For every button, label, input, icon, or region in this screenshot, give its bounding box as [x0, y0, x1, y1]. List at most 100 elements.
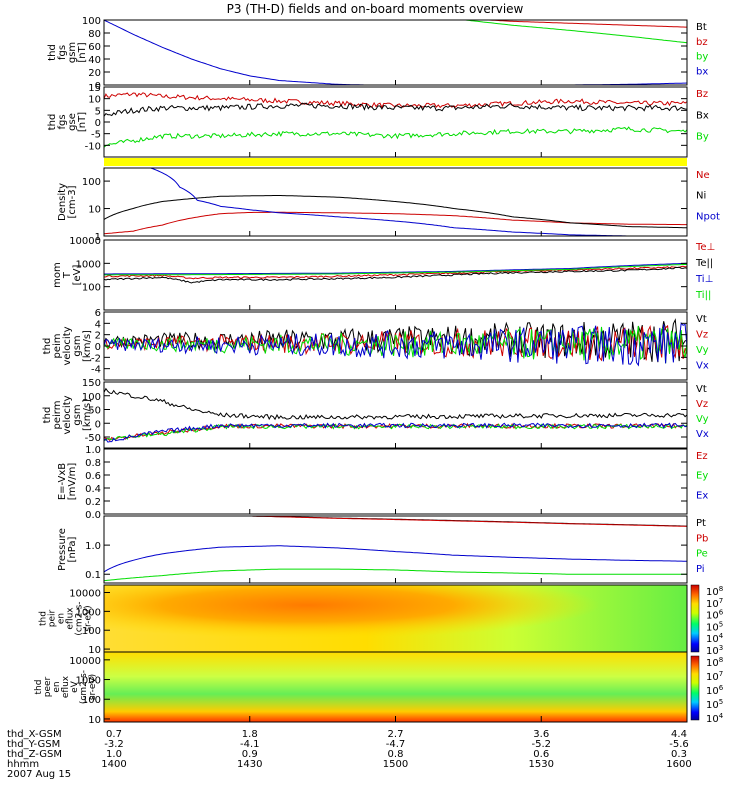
ytick-label-fgs-bt-1: 80	[88, 29, 101, 40]
ephem-value-0-2: 2.7	[388, 729, 404, 740]
ytick-label-esa-vel-1: 100	[82, 392, 101, 403]
ytick-label-fgs-bxyz-2: 5	[95, 106, 101, 117]
ytick-label-mom-temp-2: 100	[82, 283, 101, 294]
spec-ylabel-peer-3: eflux	[61, 675, 71, 698]
spec-ytick-label-peer-3: 10	[88, 715, 101, 726]
ytick-label-fgs-bxyz-3: 0	[95, 118, 101, 129]
spec-ytick-label-peir-3: 10	[88, 645, 101, 656]
legend-mom-temp-Ti||: Ti||	[695, 290, 711, 301]
panel-mom-temp: Te⊥ Te|| Ti⊥ Ti|| 10000 1000 100 mom T [eV]	[52, 236, 715, 311]
series-mom-temp-Te||	[103, 266, 688, 284]
ylabel-mom-temp-0: mom	[52, 262, 63, 288]
ytick-label-density-0: 100	[82, 177, 101, 188]
ytick-label-efield-5: 0.0	[85, 510, 101, 521]
legend-eesa-vel-Vx: Vx	[696, 361, 709, 372]
legend-esa-vel-Vt: Vt	[696, 384, 707, 395]
ylabel-esa-vel-1: peirm	[52, 401, 63, 430]
series-mom-temp-Ti||	[104, 263, 688, 276]
series-pressure-Pe	[103, 568, 687, 582]
panel-efield: Ez Ey Ex 1.0 0.8 0.6 0.4 0.2 0.0 E=-VxB [mV/m]	[57, 445, 708, 521]
cbar-tick-peer-4: 104	[706, 712, 724, 725]
spec-ylabel-peer-5: (cm2-s-	[79, 670, 89, 704]
series-pressure-Pi	[103, 545, 687, 573]
spec-ylabel-peir-3: eflux	[66, 607, 76, 630]
ylabel-pressure-1: [nPa]	[67, 536, 78, 562]
series-eesa-vel-Vx	[103, 322, 688, 367]
ephem-value-2-3: 0.6	[533, 749, 549, 760]
legend-pressure-Pi: Pi	[696, 564, 705, 575]
spec-ylabel-peir-2: en	[57, 613, 67, 624]
ephem-label-1: thd_Y-GSM	[7, 739, 60, 750]
cbar-tick-peir-0: 108	[706, 585, 723, 598]
legend-mom-temp-Te||: Te||	[695, 258, 713, 269]
ylabel-eesa-vel-2: velocity	[62, 326, 73, 365]
cbar-tick-peir-5: 103	[706, 644, 723, 657]
ylabel-fgs-bt-3: [nT]	[77, 42, 88, 62]
ytick-label-eesa-vel-5: -4	[91, 365, 101, 376]
ephem-label-2: thd_Z-GSM	[7, 749, 62, 760]
spectrogram-peir	[103, 584, 688, 653]
ytick-label-mom-temp-1: 1000	[76, 259, 101, 270]
legend-eesa-vel-Vy: Vy	[696, 345, 709, 356]
figure-title: P3 (TH-D) fields and on-board moments ov…	[227, 2, 524, 16]
legend-pressure-Pb: Pb	[696, 533, 708, 544]
ephemeris-table: thd_X-GSM thd_Y-GSM thd_Z-GSM hhmm 2007 …	[7, 729, 692, 780]
legend-fgs-bt-bz: bz	[696, 37, 708, 48]
ytick-label-fgs-bxyz-0: 15	[88, 83, 101, 94]
cbar-tick-peir-4: 104	[706, 632, 724, 645]
ylabel-efield-0: E=-VxB	[57, 463, 68, 500]
ylabel-eesa-vel-0: thd	[42, 338, 53, 355]
ytick-label-esa-vel-2: 50	[88, 406, 101, 417]
spec-ylabel-peer-4: eV	[70, 680, 80, 693]
ytick-label-eesa-vel-2: 2	[95, 331, 101, 342]
series-fgs-bxyz-Bx	[103, 102, 688, 117]
spec-ylabel-peir-1: peir	[48, 609, 58, 627]
legend-fgs-bxyz-Bx: Bx	[696, 110, 709, 121]
ylabel-esa-vel-0: thd	[42, 407, 53, 424]
ytick-label-efield-4: 0.2	[85, 497, 101, 508]
spec-ylabel-peir-0: thd	[39, 611, 49, 626]
panel-fgs-bt: Bt bz by bx 100 80 60 40 20 0 thd fgs gsm [nT]	[47, 16, 708, 92]
series-density-Npot	[150, 167, 687, 237]
series-esa-vel-Vx	[103, 422, 688, 443]
legend-efield-Ex: Ex	[696, 490, 708, 501]
ylabel-fgs-bt-1: fgs	[57, 45, 68, 60]
cbar-tick-peer-0: 108	[706, 656, 723, 669]
spec-ylabel-peer-1: peer	[43, 676, 53, 697]
ytick-label-eesa-vel-0: 6	[95, 308, 101, 319]
spectrogram-peer	[103, 651, 688, 723]
legend-pressure-Pe: Pe	[696, 549, 708, 560]
ytick-label-efield-0: 1.0	[85, 445, 101, 456]
spec-ytick-label-peer-0: 10000	[69, 656, 101, 667]
ytick-label-efield-2: 0.6	[85, 471, 101, 482]
legend-density-Ni: Ni	[696, 191, 706, 202]
ylabel-eesa-vel-3: gsm	[72, 335, 83, 356]
ylabel-fgs-bxyz-0: thd	[47, 114, 58, 131]
ephem-value-1-2: -4.7	[386, 739, 406, 750]
ylabel-fgs-bxyz-3: [nT]	[77, 112, 88, 132]
cbar-tick-peir-3: 105	[706, 620, 723, 633]
ephem-value-1-0: -3.2	[104, 739, 124, 750]
series-fgs-bt-by	[442, 19, 688, 44]
ephem-value-3-0: 1400	[101, 759, 126, 770]
colorbar-peer	[690, 655, 700, 721]
series-fgs-bxyz-By	[103, 126, 688, 148]
ylabel-mom-temp-2: [eV]	[72, 265, 83, 286]
spec-ylabel-peir-5: sr-eV)	[84, 605, 94, 631]
panel-density: Ne Ni Npot 100 10 1 Density [cm-3]	[57, 167, 720, 243]
ephem-value-1-3: -5.2	[531, 739, 551, 750]
spec-ytick-label-peer-2: 100	[82, 695, 101, 706]
ytick-label-mom-temp-0: 10000	[69, 236, 101, 247]
ytick-label-pressure-1: 0.1	[85, 570, 101, 581]
spec-ytick-label-peir-2: 100	[82, 626, 101, 637]
panel-pressure: Pt Pb Pe Pi 1.0 0.1 Pressure [nPa]	[57, 515, 708, 584]
ephem-value-0-1: 1.8	[242, 729, 258, 740]
ytick-label-fgs-bt-3: 40	[88, 55, 101, 66]
colorbar-peir	[690, 584, 700, 653]
ytick-label-fgs-bxyz-1: 10	[88, 95, 101, 106]
ytick-label-eesa-vel-1: 4	[95, 319, 101, 330]
legend-fgs-bxyz-By: By	[696, 132, 709, 143]
